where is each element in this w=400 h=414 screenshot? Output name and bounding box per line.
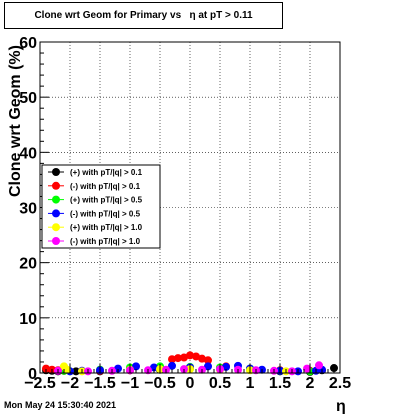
data-point xyxy=(192,352,200,361)
data-point xyxy=(204,356,212,365)
data-point xyxy=(132,362,140,371)
x-tick-label: −2 xyxy=(61,375,79,392)
data-point xyxy=(222,362,230,371)
legend-marker xyxy=(52,195,60,204)
legend-marker xyxy=(52,168,60,176)
x-tick-label: −1.5 xyxy=(84,375,116,392)
legend-box xyxy=(41,164,161,249)
data-point xyxy=(186,351,194,360)
data-point xyxy=(198,354,206,363)
data-point xyxy=(315,361,323,370)
legend: (+) with pT/|q| > 0.1 (-) with pT/|q| > 0… xyxy=(41,164,161,249)
legend-marker xyxy=(52,223,60,232)
x-tick-label: −2.5 xyxy=(24,375,56,392)
legend-marker xyxy=(52,237,60,245)
x-tick-label: 1.5 xyxy=(269,375,291,392)
data-point xyxy=(303,364,311,373)
data-point xyxy=(114,364,122,373)
legend-label: (+) with pT/|q| > 0.1 xyxy=(70,168,143,177)
y-tick-label: 0 xyxy=(28,366,37,383)
timestamp: Mon May 24 15:30:40 2021 xyxy=(4,400,117,410)
y-tick-label: 10 xyxy=(19,311,37,328)
legend-marker xyxy=(52,209,60,218)
x-tick-label: −1 xyxy=(121,375,139,392)
legend-label: (-) with pT/|q| > 1.0 xyxy=(70,237,141,246)
data-point xyxy=(204,362,212,371)
data-point xyxy=(174,354,182,363)
x-axis-title: η xyxy=(336,398,346,414)
legend-label: (+) with pT/|q| > 1.0 xyxy=(70,223,143,232)
legend-label: (+) with pT/|q| > 0.5 xyxy=(70,196,143,205)
legend-marker xyxy=(52,181,60,190)
y-tick-label: 20 xyxy=(19,256,37,273)
data-point xyxy=(180,353,188,362)
y-tick-label: 40 xyxy=(19,145,37,162)
x-tick-label: 1 xyxy=(246,375,255,392)
axis-ticks: −2.5 −2 −1.5 −1 −0.5 0 0.5 1 1.5 2 2.5 0 10 20 30 40 50 6… xyxy=(19,35,351,392)
x-tick-label: 2.5 xyxy=(329,375,351,392)
data-point xyxy=(150,363,158,372)
x-tick-label: −0.5 xyxy=(144,375,176,392)
data-point xyxy=(168,361,176,370)
data-point xyxy=(330,364,338,373)
y-tick-label: 60 xyxy=(19,35,37,52)
x-tick-label: 2 xyxy=(306,375,315,392)
data-point xyxy=(63,365,71,374)
y-tick-label: 50 xyxy=(19,90,37,107)
data-point xyxy=(42,364,50,373)
chart-title: Clone wrt Geom for Primary vs η at pT > … xyxy=(4,2,283,29)
legend-label: (-) with pT/|q| > 0.5 xyxy=(70,209,141,218)
x-tick-label: 0 xyxy=(186,375,195,392)
legend-label: (-) with pT/|q| > 0.1 xyxy=(70,182,141,191)
x-tick-label: 0.5 xyxy=(209,375,231,392)
legend-entries: (+) with pT/|q| > 0.1 (-) with pT/|q| > 0… xyxy=(48,168,143,246)
data-point xyxy=(168,355,176,364)
y-tick-label: 30 xyxy=(19,201,37,218)
y-axis-title: Clone wrt Geom (%) xyxy=(7,45,24,197)
